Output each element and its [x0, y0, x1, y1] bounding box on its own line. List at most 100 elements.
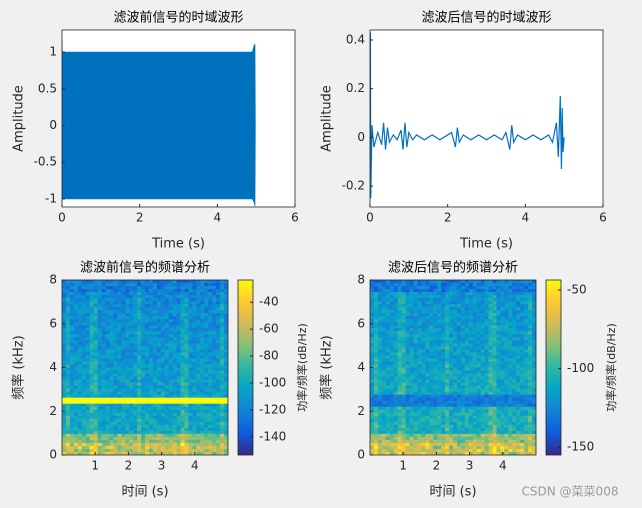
- spectrogram-cell: [413, 379, 418, 383]
- spectrogram-cell: [508, 406, 513, 411]
- spectrogram-cell: [145, 373, 150, 377]
- spectrogram-cell: [492, 400, 497, 405]
- spectrogram-cell: [492, 436, 497, 441]
- watermark: CSDN @菜菜008: [522, 485, 619, 499]
- spectrogram-cell: [445, 352, 450, 356]
- spectrogram-cell: [196, 361, 201, 365]
- spectrogram-cell: [460, 415, 466, 420]
- spectrogram-cell: [445, 331, 450, 335]
- spectrogram-cell: [373, 307, 379, 311]
- spectrogram-cell: [148, 286, 154, 290]
- spectrogram-cell: [62, 403, 67, 408]
- spectrogram-cell: [196, 349, 201, 353]
- waveform-area: [62, 125, 256, 207]
- spectrogram-cell: [164, 433, 170, 438]
- spectrogram-cell: [421, 451, 426, 455]
- spectrogram-cell: [421, 424, 426, 429]
- spectrogram-cell: [81, 418, 87, 423]
- spectrogram-cell: [405, 328, 410, 332]
- spectrogram-cell: [77, 280, 83, 284]
- spectrogram-cell: [152, 427, 158, 432]
- spectrogram-cell: [65, 337, 71, 341]
- spectrogram-cell: [508, 322, 513, 326]
- spectrogram-cell: [184, 319, 189, 323]
- spectrogram-cell: [417, 412, 422, 417]
- spectrogram-cell: [168, 382, 174, 387]
- spectrogram-cell: [121, 367, 126, 371]
- spectrogram-cell: [156, 286, 162, 290]
- spectrogram-cell: [204, 418, 209, 423]
- y-tick-label: 0.5: [38, 81, 57, 95]
- spectrogram-cell: [77, 427, 83, 432]
- spectrogram-cell: [492, 358, 497, 362]
- spectrogram-cell: [65, 448, 71, 453]
- spectrogram-cell: [212, 283, 217, 287]
- spectrogram-cell: [385, 331, 391, 335]
- spectrogram-cell: [381, 280, 387, 284]
- spectrogram-cell: [65, 358, 71, 362]
- spectrogram-cell: [137, 328, 142, 332]
- spectrogram-cell: [532, 379, 536, 383]
- spectrogram-cell: [417, 337, 422, 341]
- spectrogram-cell: [468, 430, 474, 435]
- spectrogram-cell: [476, 451, 482, 455]
- spectrogram-cell: [62, 319, 67, 323]
- spectrogram-cell: [208, 346, 213, 350]
- spectrogram-cell: [417, 439, 422, 444]
- spectrogram-cell: [480, 445, 486, 450]
- spectrogram-cell: [456, 331, 462, 335]
- spectrogram-cell: [433, 385, 438, 390]
- spectrogram-cell: [472, 301, 478, 305]
- spectrogram-cell: [405, 313, 410, 317]
- spectrogram-cell: [145, 337, 150, 341]
- spectrogram-cell: [97, 319, 102, 323]
- spectrogram-cell: [393, 337, 399, 341]
- spectrogram-cell: [472, 373, 478, 377]
- spectrogram-cell: [176, 337, 181, 341]
- spectrogram-cell: [488, 334, 493, 338]
- spectrogram-cell: [77, 310, 83, 314]
- spectrogram-cell: [405, 289, 410, 293]
- spectrogram-cell: [377, 289, 383, 293]
- spectrogram-cell: [508, 316, 513, 320]
- spectrogram-cell: [484, 367, 489, 371]
- spectrogram-cell: [105, 433, 110, 438]
- spectrogram-cell: [468, 385, 474, 390]
- spectrogram-cell: [212, 448, 217, 453]
- spectrogram-cell: [373, 406, 379, 411]
- spectrogram-cell: [77, 397, 83, 402]
- spectrogram-cell: [93, 406, 98, 411]
- spectrogram-cell: [137, 379, 142, 383]
- spectrogram-cell: [204, 307, 209, 311]
- spectrogram-cell: [381, 334, 387, 338]
- spectrogram-cell: [156, 343, 162, 347]
- spectrogram-cell: [468, 289, 474, 293]
- spectrogram-cell: [421, 304, 426, 308]
- spectrogram-cell: [176, 298, 181, 302]
- spectrogram-cell: [429, 445, 434, 450]
- spectrogram-cell: [137, 409, 142, 414]
- spectrogram-cell: [472, 445, 478, 450]
- spectrogram-cell: [81, 367, 87, 371]
- spectrogram-cell: [216, 439, 221, 444]
- spectrogram-cell: [172, 334, 178, 338]
- spectrogram-cell: [81, 331, 87, 335]
- spectrogram-cell: [141, 340, 146, 344]
- spectrogram-cell: [81, 322, 87, 326]
- spectrogram-cell: [156, 388, 162, 393]
- spectrogram-cell: [180, 424, 185, 429]
- spectrogram-cell: [393, 400, 399, 405]
- spectrogram-cell: [480, 376, 486, 380]
- spectrogram-cell: [69, 304, 75, 308]
- spectrogram-cell: [148, 424, 154, 429]
- spectrogram-cell: [69, 280, 75, 284]
- spectrogram-cell: [441, 391, 446, 396]
- spectrogram-cell: [168, 343, 174, 347]
- spectrogram-cell: [113, 292, 118, 296]
- spectrogram-cell: [62, 373, 67, 377]
- spectrogram-cell: [524, 334, 529, 338]
- spectrogram-cell: [433, 346, 438, 350]
- spectrogram-cell: [453, 421, 458, 426]
- spectrogram-cell: [125, 358, 130, 362]
- spectrogram-cell: [504, 331, 509, 335]
